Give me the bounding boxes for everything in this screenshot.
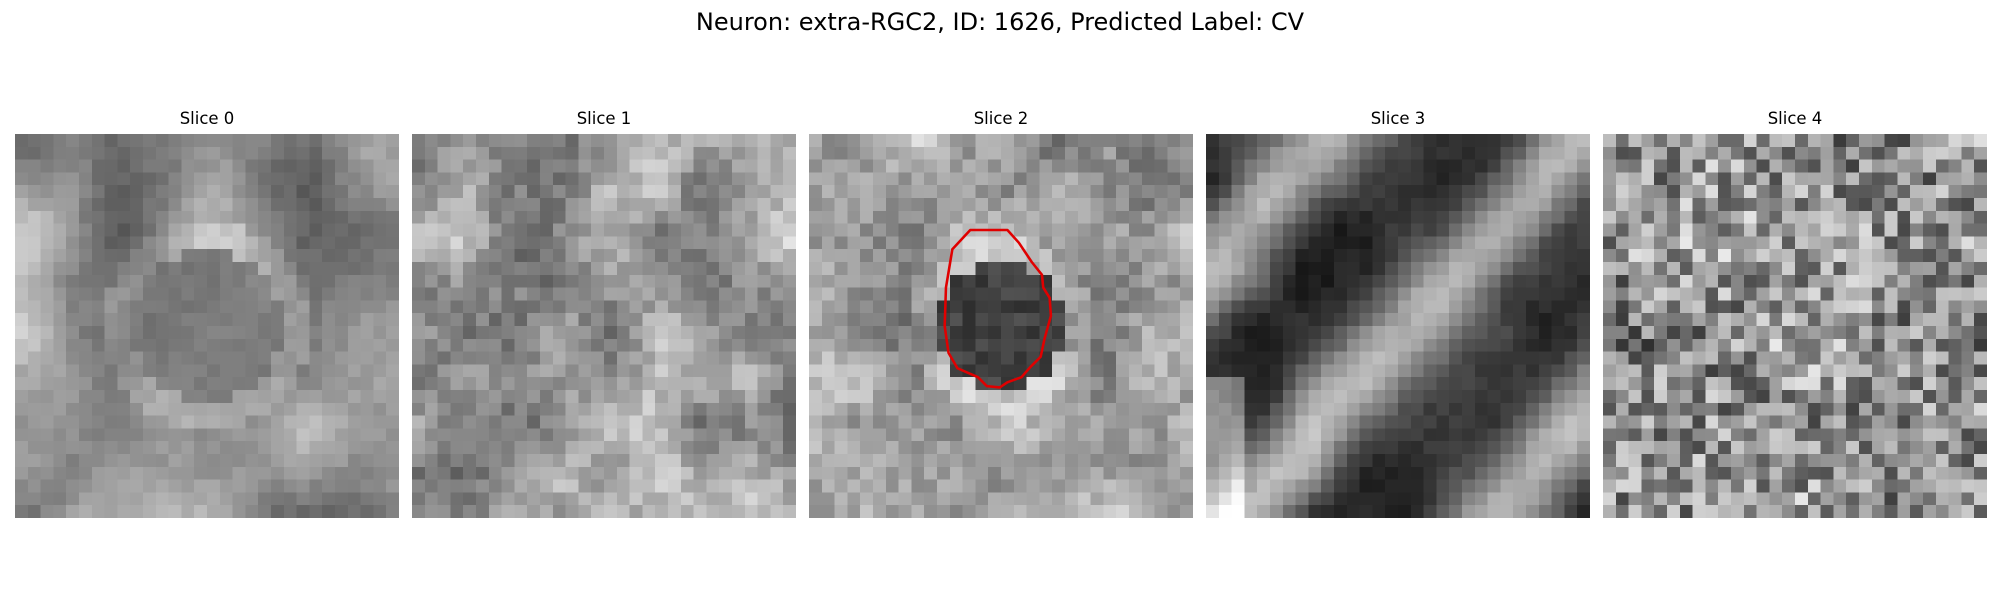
slice-image-1 [412,134,796,518]
slice-title-1: Slice 1 [576,109,632,128]
slice-image-2 [809,134,1193,518]
slice-title-3: Slice 3 [1370,109,1426,128]
slice-title-2: Slice 2 [973,109,1029,128]
slice-image-4 [1603,134,1987,518]
slice-image-0 [15,134,399,518]
figure-title: Neuron: extra-RGC2, ID: 1626, Predicted … [695,8,1305,36]
slice-panel-4: Slice 4 [1603,108,1987,518]
slice-title-4: Slice 4 [1767,109,1823,128]
slice-image-3 [1206,134,1590,518]
slice-panel-0: Slice 0 [15,108,399,518]
slice-panel-2: Slice 2 [809,108,1193,518]
slice-panel-1: Slice 1 [412,108,796,518]
slice-panel-3: Slice 3 [1206,108,1590,518]
slice-title-0: Slice 0 [179,109,235,128]
